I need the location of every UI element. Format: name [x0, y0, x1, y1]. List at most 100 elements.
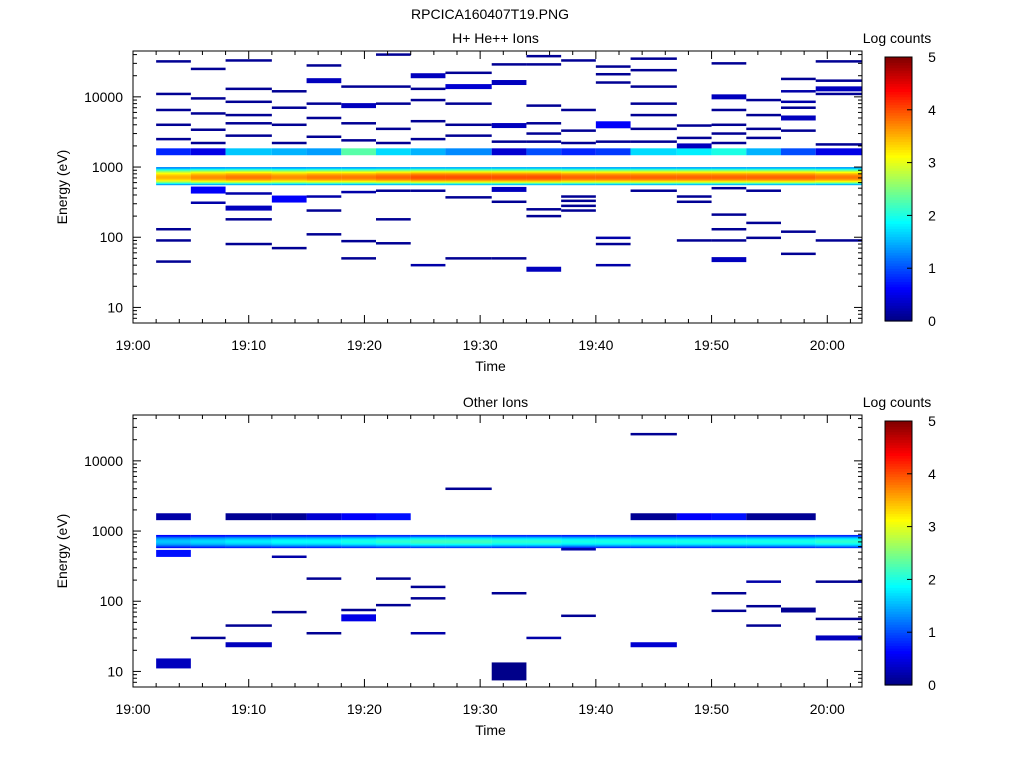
band-cell: [595, 179, 631, 181]
count-cell: [711, 94, 747, 100]
band-cell: [491, 539, 527, 541]
band-cell: [711, 538, 747, 541]
colorbar-step: [885, 284, 912, 288]
colorbar-step: [885, 241, 912, 246]
colorbar-step: [885, 431, 912, 435]
band-cell: [526, 542, 562, 545]
band-cell: [746, 167, 781, 169]
colorbar-step: [885, 228, 912, 232]
colorbar-step: [885, 202, 912, 206]
colorbar-step: [885, 502, 912, 507]
band-cell: [595, 546, 631, 548]
band-cell: [781, 170, 816, 172]
band-cell: [781, 546, 816, 549]
colorbar-step: [885, 146, 912, 150]
colorbar-step: [885, 521, 912, 525]
band-cell: [341, 182, 376, 185]
band-cell: [781, 538, 816, 540]
colorbar-step: [885, 637, 912, 641]
count-cell: [595, 72, 631, 76]
count-cell: [491, 140, 527, 143]
band-cell: [156, 167, 191, 169]
colorbar-step: [885, 658, 912, 662]
upper-band-cell: [306, 148, 342, 156]
band-cell: [526, 171, 562, 174]
count-cell: [630, 432, 677, 436]
band-cell: [376, 169, 411, 171]
count-cell: [491, 200, 527, 204]
band-cell: [410, 541, 446, 543]
band-cell: [815, 179, 862, 181]
colorbar-step: [885, 144, 912, 148]
count-cell: [526, 54, 562, 58]
colorbar-step: [885, 436, 912, 441]
colorbar-step: [885, 101, 912, 106]
count-cell: [711, 108, 747, 112]
band-cell: [526, 546, 562, 549]
band-cell: [561, 542, 596, 544]
colorbar-step: [885, 159, 912, 164]
band-cell: [676, 179, 712, 181]
band-cell: [595, 541, 631, 543]
upper-band-cell: [410, 148, 446, 156]
band-cell: [376, 179, 411, 181]
band-cell: [526, 539, 562, 541]
band-cell: [676, 172, 712, 175]
band-cell: [781, 543, 816, 545]
band-cell: [225, 178, 272, 180]
band-cell: [445, 542, 492, 545]
count-cell: [711, 186, 747, 190]
count-cell: [711, 609, 747, 613]
count-cell: [156, 239, 191, 242]
band-cell: [781, 174, 816, 177]
colorbar-step: [885, 450, 912, 454]
band-cell: [271, 537, 307, 539]
colorbar-step: [885, 189, 912, 193]
count-cell: [271, 106, 307, 109]
colorbar-step: [885, 307, 912, 312]
band-cell: [491, 181, 527, 184]
colorbar-step: [885, 663, 912, 668]
band-cell: [376, 546, 411, 549]
band-cell: [595, 168, 631, 170]
band-cell: [376, 538, 411, 540]
colorbar-step: [885, 632, 912, 636]
count-cell: [491, 591, 527, 595]
colorbar-step: [885, 563, 912, 567]
count-cell: [781, 607, 816, 611]
band-cell: [376, 542, 411, 544]
count-cell: [376, 242, 411, 245]
band-cell: [781, 167, 816, 169]
band-cell: [561, 537, 596, 539]
band-cell: [491, 169, 527, 171]
count-cell: [376, 603, 411, 607]
count-cell: [815, 143, 862, 146]
colorbar-step: [885, 305, 912, 309]
x-tick-label: 19:20: [347, 337, 382, 353]
band-cell: [630, 542, 677, 545]
band-cell: [156, 169, 191, 171]
band-cell: [815, 545, 862, 547]
band-cell: [711, 544, 747, 546]
count-cell: [376, 141, 411, 145]
band-cell: [341, 171, 376, 174]
band-cell: [341, 542, 376, 544]
band-cell: [526, 182, 562, 185]
count-cell: [225, 242, 272, 246]
band-cell: [156, 538, 191, 541]
colorbar-step: [885, 537, 912, 541]
band-cell: [410, 544, 446, 546]
band-cell: [225, 538, 272, 540]
colorbar-step: [885, 471, 912, 475]
colorbar-step: [885, 545, 912, 549]
band-cell: [445, 176, 492, 179]
band-cell: [815, 541, 862, 543]
band-cell: [271, 541, 307, 543]
colorbar-step: [885, 313, 912, 317]
band-cell: [595, 534, 631, 537]
band-cell: [491, 545, 527, 547]
colorbar-step: [885, 117, 912, 121]
band-cell: [491, 174, 527, 177]
colorbar-step: [885, 109, 912, 114]
colorbar-step: [885, 183, 912, 187]
